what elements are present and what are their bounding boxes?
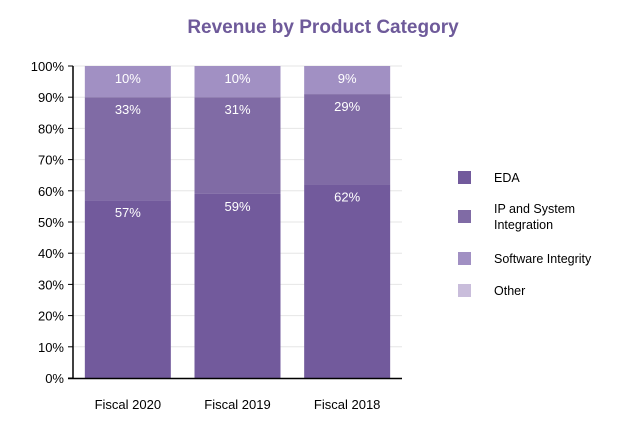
y-tick-label: 10% bbox=[38, 340, 64, 355]
bar-segment bbox=[194, 66, 281, 98]
legend-label-line: IP and System bbox=[494, 202, 575, 216]
bar-segment bbox=[84, 97, 171, 201]
legend-label: IP and System Integration bbox=[494, 202, 575, 232]
x-tick-label: Fiscal 2020 bbox=[95, 397, 161, 412]
data-label: 9% bbox=[338, 71, 357, 86]
bar-segment bbox=[84, 66, 171, 98]
legend-label: EDA bbox=[494, 171, 520, 185]
chart-title: Revenue by Product Category bbox=[187, 17, 459, 38]
y-tick-label: 70% bbox=[38, 153, 64, 168]
legend: EDA IP and System Integration Software Inte… bbox=[458, 171, 592, 298]
data-label: 33% bbox=[115, 102, 141, 117]
y-tick-label: 80% bbox=[38, 121, 64, 136]
bar-segment bbox=[194, 193, 281, 378]
y-tick-label: 100% bbox=[31, 59, 65, 74]
x-tick-label: Fiscal 2018 bbox=[314, 397, 380, 412]
y-tick-label: 30% bbox=[38, 277, 64, 292]
data-label: 31% bbox=[224, 102, 250, 117]
legend-swatch bbox=[458, 284, 471, 297]
data-label: 10% bbox=[115, 71, 141, 86]
bar-segment bbox=[304, 66, 391, 95]
bar-segment bbox=[304, 94, 391, 185]
legend-swatch bbox=[458, 171, 471, 184]
data-label: 29% bbox=[334, 99, 360, 114]
bar-segment bbox=[304, 184, 391, 378]
y-tick-label: 20% bbox=[38, 309, 64, 324]
data-label: 10% bbox=[224, 71, 250, 86]
data-label: 57% bbox=[115, 205, 141, 220]
legend-item: Software Integrity bbox=[458, 252, 592, 266]
axes: 0% 10% 20% 30% 40% 50% 60% 70% 80% 90% 100% Fiscal … bbox=[31, 59, 402, 412]
bar-segment bbox=[194, 97, 281, 194]
legend-item: Other bbox=[458, 284, 525, 298]
legend-item: IP and System Integration bbox=[458, 202, 575, 232]
legend-swatch bbox=[458, 252, 471, 265]
data-label: 62% bbox=[334, 190, 360, 205]
bars: 57% 33% 10% 59% 31% 10% 62% 29% 9% bbox=[84, 66, 391, 378]
y-tick-label: 40% bbox=[38, 246, 64, 261]
legend-label-line: Integration bbox=[494, 218, 553, 232]
y-tick-label: 60% bbox=[38, 184, 64, 199]
legend-label: Other bbox=[494, 284, 525, 298]
legend-swatch bbox=[458, 210, 471, 223]
legend-item: EDA bbox=[458, 171, 520, 185]
legend-label: Software Integrity bbox=[494, 252, 592, 266]
bar-segment bbox=[84, 200, 171, 378]
y-tick-label: 0% bbox=[45, 371, 64, 386]
x-tick-label: Fiscal 2019 bbox=[204, 397, 270, 412]
y-tick-label: 90% bbox=[38, 90, 64, 105]
y-tick-label: 50% bbox=[38, 215, 64, 230]
data-label: 59% bbox=[224, 199, 250, 214]
